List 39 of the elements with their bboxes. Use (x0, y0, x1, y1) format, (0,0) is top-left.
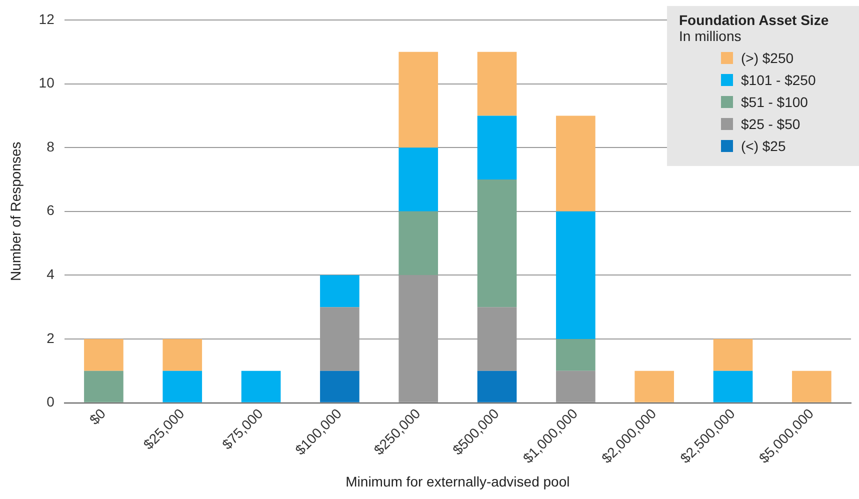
legend-label: (<) $25 (741, 138, 786, 154)
y-tick-label: 12 (38, 10, 55, 27)
y-tick-label: 10 (38, 74, 55, 91)
bar (556, 116, 596, 212)
legend-label: $51 - $100 (741, 94, 808, 110)
bar (477, 179, 517, 308)
x-tick-label: $0 (86, 405, 109, 428)
y-axis-title: Number of Responses (7, 142, 24, 282)
bar (241, 370, 281, 402)
bar (84, 370, 124, 402)
legend-label: $25 - $50 (741, 116, 800, 132)
bar (556, 211, 596, 339)
bar (477, 370, 517, 402)
bar (713, 370, 753, 402)
bar (556, 338, 596, 371)
bar (477, 52, 517, 116)
bar (477, 116, 517, 180)
annotation: In millions (679, 28, 742, 44)
bar (713, 338, 753, 371)
bar (398, 148, 438, 212)
y-tick-label: 2 (46, 330, 55, 346)
y-tick-label: 8 (46, 138, 55, 154)
y-tick-label: 6 (46, 202, 55, 218)
y-tick-label: 4 (46, 266, 55, 282)
bar (320, 370, 360, 402)
legend-title: Foundation Asset Size (679, 12, 830, 28)
bar (162, 338, 202, 371)
bar (398, 52, 438, 148)
bar (398, 211, 438, 276)
bar (84, 338, 124, 371)
bar (320, 275, 360, 308)
legend-label: (>) $250 (741, 50, 794, 66)
bar (634, 370, 674, 402)
bar (792, 370, 832, 402)
legend-label: $101 - $250 (741, 72, 816, 88)
bar (162, 370, 202, 402)
bar (556, 370, 596, 402)
y-tick-label: 0 (46, 394, 55, 410)
x-axis-title: Minimum for externally-advised pool (346, 473, 570, 490)
